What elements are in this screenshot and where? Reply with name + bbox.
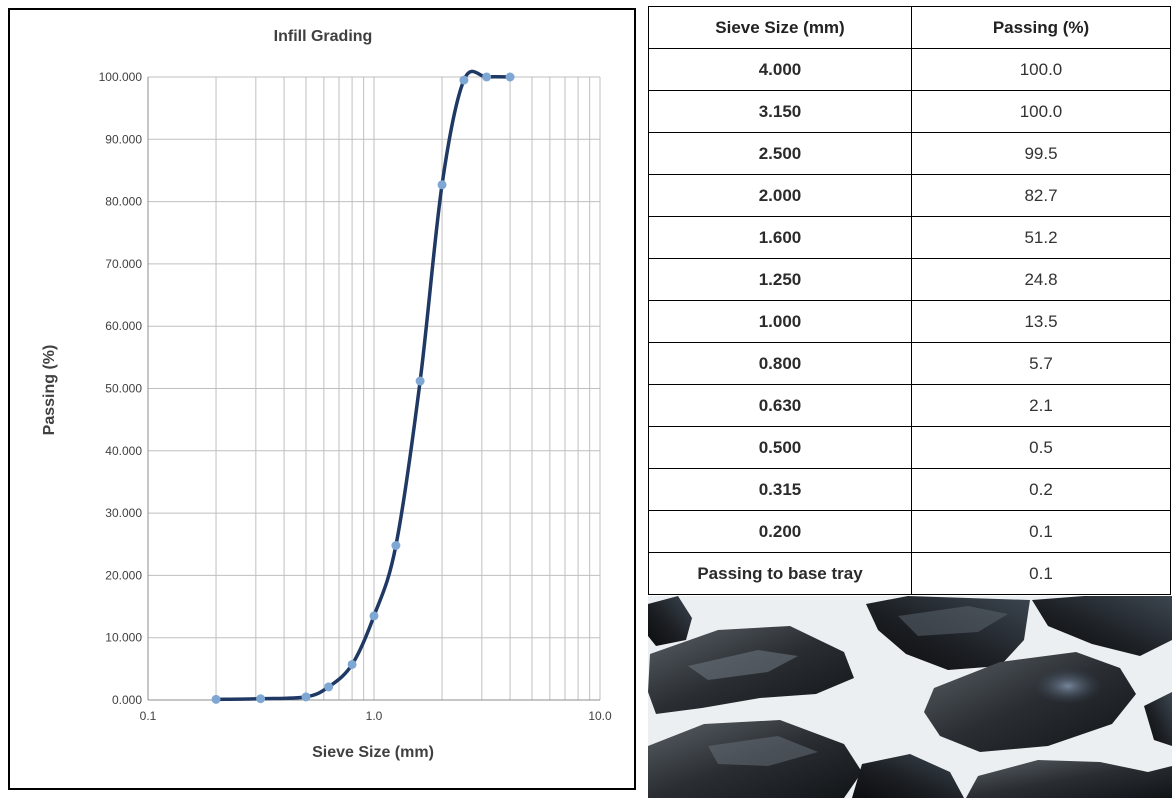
table-row: 0.500 0.5	[648, 426, 1171, 469]
y-axis-title: Passing (%)	[41, 345, 58, 436]
y-tick-label: 30.000	[105, 506, 142, 520]
sieve-results-table: Sieve Size (mm) Passing (%) 4.000 100.0 3.…	[648, 6, 1171, 595]
table-row: 1.000 13.5	[648, 300, 1171, 343]
sieve-size-cell: 2.500	[648, 132, 912, 175]
data-point	[347, 659, 357, 669]
passing-cell: 0.2	[911, 468, 1171, 511]
passing-cell: 82.7	[911, 174, 1171, 217]
table-header-row: Sieve Size (mm) Passing (%)	[648, 6, 1171, 49]
sieve-size-cell: 0.630	[648, 384, 912, 427]
sieve-size-cell: 0.500	[648, 426, 912, 469]
column-header-passing: Passing (%)	[911, 6, 1171, 49]
sieve-size-cell: 0.800	[648, 342, 912, 385]
passing-cell: 99.5	[911, 132, 1171, 175]
column-header-sieve-size: Sieve Size (mm)	[648, 6, 912, 49]
sieve-size-cell: 3.150	[648, 90, 912, 133]
data-point	[211, 694, 221, 704]
passing-cell: 5.7	[911, 342, 1171, 385]
table-row: 0.315 0.2	[648, 468, 1171, 511]
grading-chart-panel: Infill Grading 0.000 10.000 20.000 30.000 40…	[8, 8, 636, 790]
data-point	[391, 540, 401, 550]
y-tick-label: 100.000	[99, 70, 143, 84]
chart-series	[211, 69, 515, 704]
table-row: Passing to base tray 0.1	[648, 552, 1171, 595]
data-point	[324, 682, 334, 692]
y-tick-label: 0.000	[112, 693, 142, 707]
x-tick-label: 10.0	[588, 709, 612, 723]
y-tick-label: 50.000	[105, 382, 142, 396]
passing-cell: 51.2	[911, 216, 1171, 259]
table-row: 2.500 99.5	[648, 132, 1171, 175]
sieve-size-cell: 1.000	[648, 300, 912, 343]
passing-cell: 13.5	[911, 300, 1171, 343]
data-point	[256, 694, 266, 704]
passing-cell: 0.1	[911, 552, 1171, 595]
series-line	[216, 69, 511, 702]
sieve-size-cell: 0.315	[648, 468, 912, 511]
y-tick-label: 90.000	[105, 132, 142, 146]
data-point	[437, 180, 447, 190]
table-row: 0.630 2.1	[648, 384, 1171, 427]
y-tick-label: 20.000	[105, 568, 142, 582]
sieve-size-cell: 2.000	[648, 174, 912, 217]
data-point	[482, 72, 492, 82]
data-point	[415, 376, 425, 386]
table-row: 2.000 82.7	[648, 174, 1171, 217]
sieve-size-cell: 4.000	[648, 48, 912, 91]
chart-title: Infill Grading	[274, 28, 373, 45]
chart-tick-labels: 0.000 10.000 20.000 30.000 40.000 50.000 60.00…	[99, 70, 612, 723]
table-body: 4.000 100.0 3.150 100.0 2.500 99.5 2.000 82.7 1.…	[648, 48, 1171, 595]
passing-cell: 100.0	[911, 48, 1171, 91]
passing-cell: 100.0	[911, 90, 1171, 133]
grading-chart: Infill Grading 0.000 10.000 20.000 30.000 40…	[41, 28, 612, 761]
sieve-size-cell: 0.200	[648, 510, 912, 553]
passing-cell: 2.1	[911, 384, 1171, 427]
data-point	[369, 611, 379, 621]
passing-cell: 0.1	[911, 510, 1171, 553]
y-tick-label: 10.000	[105, 631, 142, 645]
table-row: 3.150 100.0	[648, 90, 1171, 133]
passing-cell: 24.8	[911, 258, 1171, 301]
sieve-size-cell: 1.250	[648, 258, 912, 301]
data-point	[505, 72, 515, 82]
table-row: 1.250 24.8	[648, 258, 1171, 301]
infill-granules-photo	[648, 596, 1172, 798]
table-row: 4.000 100.0	[648, 48, 1171, 91]
y-tick-label: 60.000	[105, 319, 142, 333]
y-tick-label: 80.000	[105, 195, 142, 209]
chart-gridlines	[147, 76, 601, 701]
table-row: 1.600 51.2	[648, 216, 1171, 259]
sieve-size-cell: 1.600	[648, 216, 912, 259]
x-tick-label: 1.0	[366, 709, 383, 723]
table-row: 0.800 5.7	[648, 342, 1171, 385]
x-axis-title: Sieve Size (mm)	[312, 744, 434, 761]
y-tick-label: 70.000	[105, 257, 142, 271]
table-row: 0.200 0.1	[648, 510, 1171, 553]
data-point	[459, 75, 469, 85]
y-tick-label: 40.000	[105, 444, 142, 458]
x-tick-label: 0.1	[140, 709, 157, 723]
data-point	[301, 692, 311, 702]
sieve-size-cell: Passing to base tray	[648, 552, 912, 595]
passing-cell: 0.5	[911, 426, 1171, 469]
